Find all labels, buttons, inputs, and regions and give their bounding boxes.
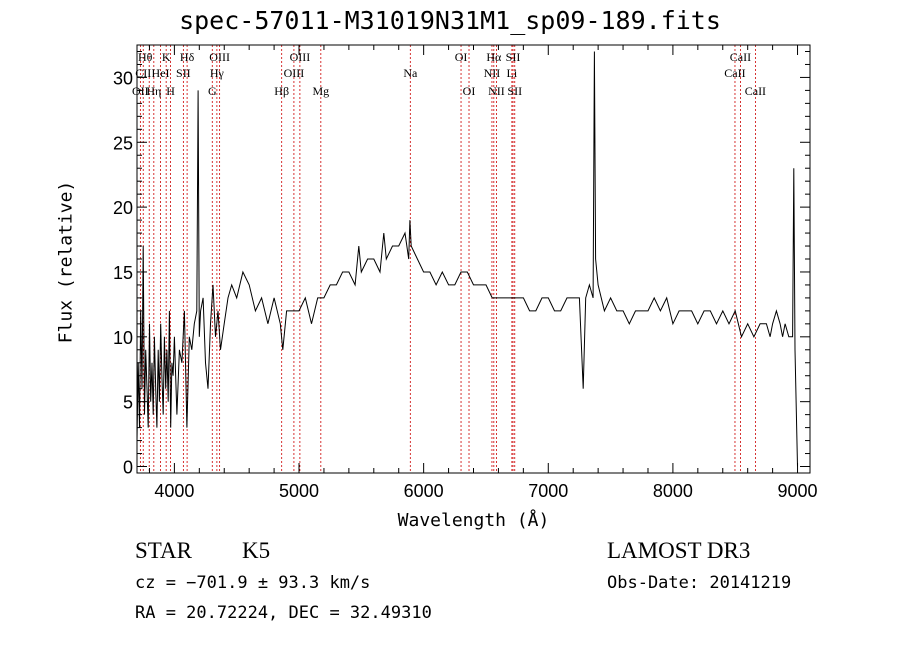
spectral-line-label: CaII — [730, 50, 751, 64]
y-tick-label: 25 — [113, 133, 133, 153]
spectral-line-label: Hα — [486, 50, 502, 64]
spectral-line-label: Hβ — [274, 84, 289, 98]
star-class-label: STAR — [135, 538, 192, 563]
spectral-line-label: HeI — [152, 66, 170, 80]
spectral-line-label: OII — [132, 84, 149, 98]
spectral-line-label: Hθ — [138, 50, 153, 64]
spectral-line-label: OIII — [209, 50, 230, 64]
spectral-line-label: OI — [463, 84, 476, 98]
y-axis-ticks: 0 5 10 15 20 25 30 — [113, 50, 810, 478]
x-axis-label: Wavelength (Å) — [397, 510, 550, 531]
y-tick-label: 0 — [123, 458, 133, 478]
spectrum-line — [136, 51, 798, 467]
spectral-line-label: Hγ — [210, 66, 225, 80]
y-axis-label: Flux (relative) — [55, 180, 77, 344]
x-tick-label: 9000 — [778, 481, 818, 501]
y-tick-label: 30 — [113, 68, 133, 88]
star-subtype-label: K5 — [242, 538, 271, 563]
y-tick-label: 5 — [123, 393, 133, 413]
x-tick-label: 5000 — [279, 481, 319, 501]
obs-date-readout: Obs-Date: 20141219 — [607, 573, 792, 593]
spectral-line-label: CaII — [745, 84, 766, 98]
spectral-line-label: CaII — [724, 66, 745, 80]
spectral-line-label: Hη — [146, 84, 161, 98]
spectral-line-label: Li — [507, 66, 518, 80]
x-tick-label: 8000 — [653, 481, 693, 501]
spectral-line-markers — [139, 45, 756, 473]
spectral-line-label: NII — [488, 84, 505, 98]
y-tick-label: 20 — [113, 198, 133, 218]
spectral-line-label: Mg — [312, 84, 329, 98]
x-tick-label: 4000 — [154, 481, 194, 501]
survey-label: LAMOST DR3 — [607, 538, 751, 563]
x-axis-ticks: 4000 5000 6000 7000 8000 9000 — [148, 45, 818, 501]
y-tick-label: 10 — [113, 328, 133, 348]
plot-frame — [136, 44, 811, 474]
spectral-line-label: Hδ — [180, 50, 195, 64]
spectral-line-label: OIII — [290, 50, 311, 64]
spectral-line-label: OIII — [284, 66, 305, 80]
y-tick-label: 15 — [113, 263, 133, 283]
spectral-line-label: K — [162, 50, 171, 64]
spectral-line-label: CII — [135, 66, 151, 80]
spectral-line-label: G — [208, 84, 217, 98]
redshift-readout: cz = −701.9 ± 93.3 km/s — [135, 573, 371, 593]
spectral-line-label: OI — [455, 50, 468, 64]
spectral-line-label: NII — [484, 66, 501, 80]
spectral-line-label: SII — [507, 84, 522, 98]
x-tick-label: 7000 — [528, 481, 568, 501]
chart-title: spec-57011-M31019N31M1_sp09-189.fits — [179, 6, 721, 35]
coordinates-readout: RA = 20.72224, DEC = 32.49310 — [135, 603, 432, 623]
spectral-line-label: Na — [403, 66, 418, 80]
spectral-line-label: SII — [176, 66, 191, 80]
spectral-line-label: SII — [506, 50, 521, 64]
spectral-line-label: H — [166, 84, 175, 98]
x-tick-label: 6000 — [404, 481, 444, 501]
